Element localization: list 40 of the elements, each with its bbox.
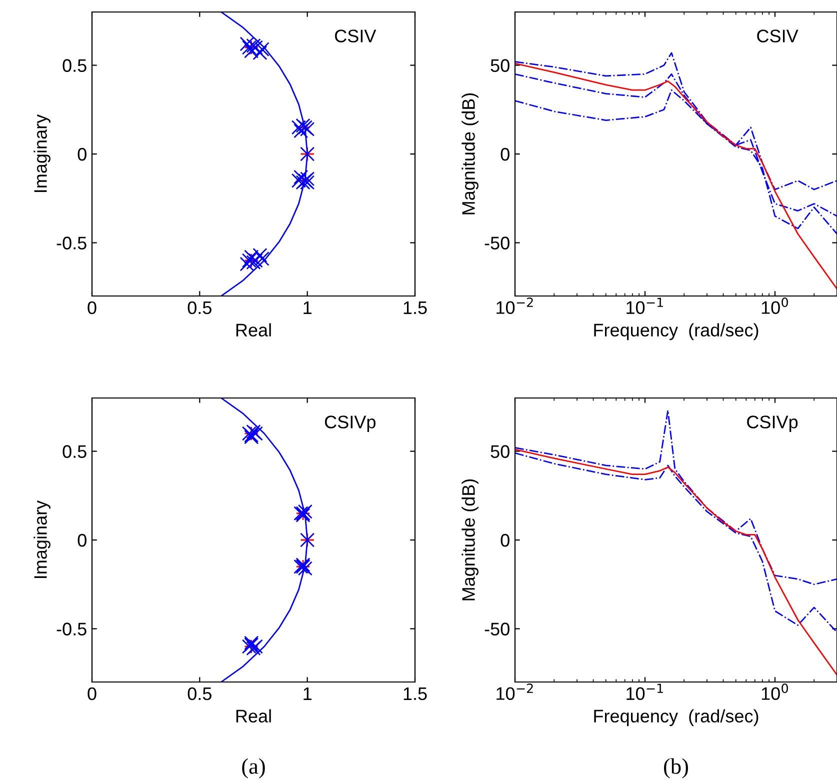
text: (b)	[664, 758, 688, 778]
x-tick-label: 10$^{−2}$	[496, 298, 533, 314]
x-tick-label: 0.5	[188, 301, 212, 314]
y-axis-title: Imaginary	[34, 114, 50, 192]
y-tick-label: 0	[78, 148, 86, 161]
y-tick-label: 0.5	[62, 59, 86, 72]
x-tick-label: 1.5	[404, 688, 427, 700]
text: (a)	[242, 758, 265, 778]
x-tick-label: 1	[304, 302, 312, 314]
y-tick-label: 50	[490, 59, 510, 72]
y-tick-label: 0.5	[62, 445, 86, 458]
x-tick-label: 10$^{0}$	[762, 684, 788, 700]
x-tick-label: 1	[304, 688, 312, 700]
x-axis-title: Real	[236, 709, 271, 723]
y-tick-label: -50	[484, 622, 510, 636]
y-axis-title: Magnitude (dB)	[462, 479, 478, 600]
x-tick-label: 1.5	[404, 302, 427, 314]
y-tick-label: 50	[490, 445, 510, 458]
x-tick-label: 10$^{−1}$	[626, 684, 663, 700]
x-tick-label: 10$^{0}$	[762, 298, 788, 314]
x-tick-label: 10$^{−1}$	[626, 298, 663, 314]
x-tick-label: 0	[88, 301, 96, 314]
y-tick-label: -0.5	[56, 236, 86, 250]
x-tick-label: 0	[88, 687, 96, 700]
annotation: CSIVp	[324, 416, 376, 432]
y-tick-label: -0.5	[56, 622, 86, 636]
annotation: CSIV	[335, 30, 376, 42]
x-axis-title: Real	[236, 323, 271, 337]
annotation: CSIV	[757, 30, 798, 42]
x-tick-label: 10$^{−2}$	[496, 684, 533, 700]
y-tick-label: 0	[500, 534, 510, 547]
y-axis-title: Magnitude (dB)	[462, 93, 478, 214]
y-tick-label: 0	[78, 534, 86, 547]
x-tick-label: 0.5	[188, 687, 212, 700]
annotation: CSIVp	[747, 416, 798, 432]
x-axis-title: Frequency (rad/sec)	[594, 709, 758, 726]
y-axis-title: Imaginary	[34, 500, 50, 578]
y-tick-label: 0	[500, 148, 510, 161]
y-tick-label: -50	[484, 236, 510, 250]
x-axis-title: Frequency (rad/sec)	[594, 323, 758, 340]
